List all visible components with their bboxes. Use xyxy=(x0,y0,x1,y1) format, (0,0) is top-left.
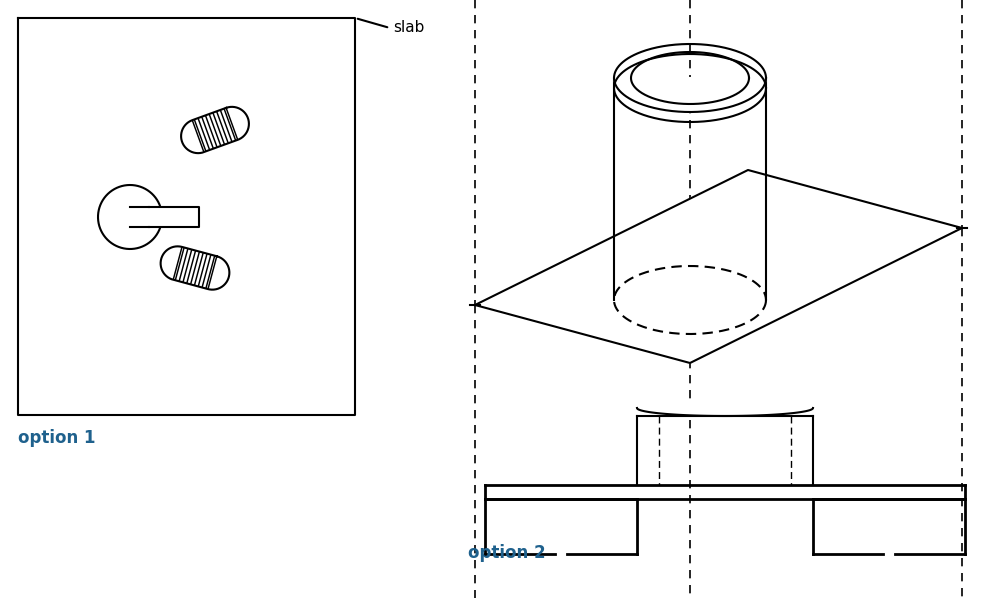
Text: option 2: option 2 xyxy=(468,544,545,562)
Polygon shape xyxy=(614,78,766,112)
Text: slab: slab xyxy=(393,20,425,35)
Polygon shape xyxy=(637,400,813,416)
Polygon shape xyxy=(149,208,199,226)
Text: option 1: option 1 xyxy=(18,429,96,447)
Polygon shape xyxy=(475,170,962,363)
